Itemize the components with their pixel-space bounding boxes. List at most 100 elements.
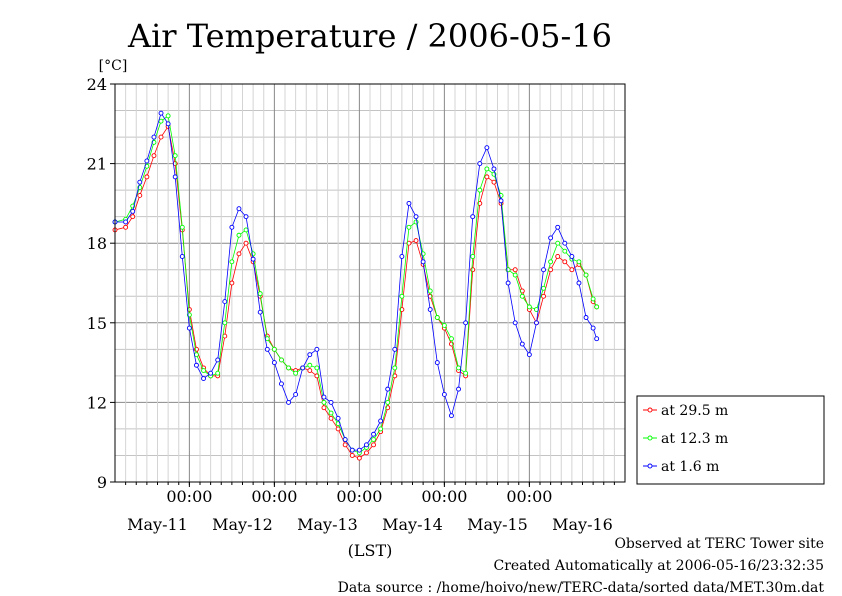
data-point: [165, 113, 171, 119]
legend-box: [636, 395, 825, 485]
data-point: [371, 442, 376, 448]
data-point: [463, 370, 469, 376]
data-point: [392, 346, 398, 352]
data-point: [279, 357, 284, 363]
data-point: [562, 248, 568, 254]
data-point: [569, 267, 575, 273]
data-point: [484, 174, 490, 180]
data-point: [364, 450, 369, 456]
data-point: [406, 200, 412, 206]
data-point: [576, 259, 582, 265]
data-point: [215, 357, 221, 363]
data-point: [286, 399, 291, 405]
data-point: [555, 254, 561, 259]
data-point: [470, 254, 476, 259]
data-point: [321, 405, 327, 411]
data-point: [250, 256, 256, 262]
data-point: [562, 259, 568, 265]
data-point: [314, 346, 320, 352]
data-point: [307, 362, 313, 368]
legend-label: at 12.3 m: [661, 431, 728, 447]
chart-title: Air Temperature / 2006-05-16: [127, 17, 612, 55]
data-point: [342, 442, 348, 448]
data-point: [158, 110, 164, 116]
data-point: [194, 362, 199, 368]
data-point: [208, 370, 214, 376]
data-point: [534, 320, 539, 326]
data-point: [399, 293, 405, 299]
data-point: [541, 267, 546, 273]
data-series: [112, 110, 600, 461]
data-point: [144, 158, 150, 164]
series-1: [112, 113, 600, 456]
legend-marker: [647, 463, 653, 469]
data-point: [399, 254, 405, 259]
data-point: [307, 352, 313, 358]
data-point: [307, 368, 313, 374]
data-point: [378, 418, 384, 424]
data-point: [257, 291, 263, 297]
data-point: [420, 259, 426, 265]
data-point: [236, 206, 242, 212]
legend-label: at 1.6 m: [661, 459, 719, 475]
data-point: [519, 341, 525, 347]
created-timestamp: Created Automatically at 2006-05-16/23:3…: [493, 558, 824, 574]
data-point: [583, 315, 589, 320]
data-point: [130, 214, 136, 220]
observed-site-note: Observed at TERC Tower site: [614, 536, 824, 552]
data-point: [321, 394, 327, 400]
data-point: [243, 214, 249, 220]
data-point: [236, 251, 242, 257]
data-point: [201, 376, 206, 381]
data-point: [314, 365, 320, 371]
data-point: [470, 214, 476, 220]
data-point: [123, 219, 129, 225]
y-tick-label: 21: [87, 155, 107, 174]
data-point: [371, 431, 376, 437]
data-point: [328, 415, 334, 421]
data-point: [229, 224, 235, 230]
data-point: [151, 134, 157, 140]
data-point: [434, 360, 440, 366]
data-point: [151, 153, 157, 159]
x-axis-label: (LST): [348, 541, 393, 560]
data-point: [158, 118, 164, 124]
data-point: [526, 352, 532, 358]
data-point: [179, 254, 185, 259]
x-tick-labels: 00:00 00:00 00:00 00:00 00:00: [125, 482, 615, 506]
data-point: [583, 272, 589, 278]
date-label: May-16: [552, 515, 613, 534]
data-point: [548, 259, 554, 265]
data-point: [271, 360, 277, 366]
y-tick-label: 9: [97, 473, 107, 492]
data-point: [590, 296, 596, 302]
x-tick-label: 00:00: [251, 487, 297, 506]
data-point: [201, 368, 206, 374]
data-point: [434, 315, 440, 320]
data-point: [293, 370, 299, 376]
data-point: [555, 224, 561, 230]
data-point: [498, 198, 504, 204]
data-point: [236, 232, 242, 238]
date-label: May-14: [382, 515, 443, 534]
data-point: [328, 399, 334, 405]
data-point: [594, 336, 600, 342]
data-point: [222, 320, 228, 326]
data-point: [229, 259, 235, 265]
data-point: [512, 320, 518, 326]
x-tick-label: 00:00: [166, 487, 212, 506]
data-point: [548, 235, 554, 241]
data-point: [335, 415, 341, 421]
legend: at 29.5 m at 12.3 m at 1.6 m: [636, 395, 825, 485]
data-point: [144, 174, 150, 180]
data-point: [576, 280, 582, 286]
grid-lines: [115, 84, 625, 482]
data-point: [594, 304, 600, 310]
date-label: May-13: [297, 515, 358, 534]
data-point: [271, 346, 277, 352]
data-point: [541, 293, 546, 299]
series-2: [112, 110, 600, 453]
data-point: [172, 174, 178, 180]
data-point: [526, 304, 532, 310]
